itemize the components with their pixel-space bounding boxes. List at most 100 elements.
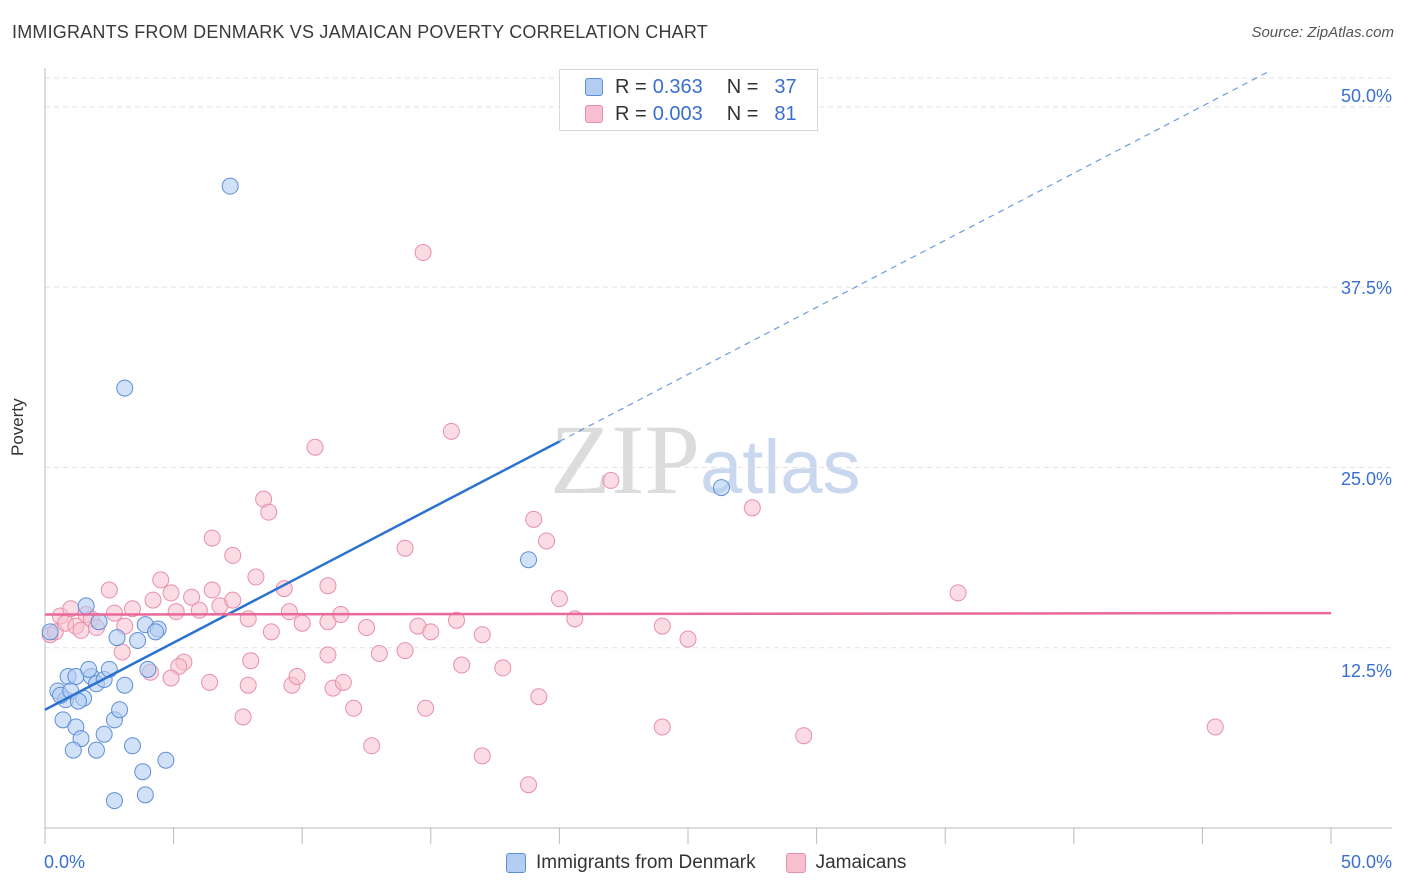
legend-label-denmark: Immigrants from Denmark — [536, 852, 756, 873]
stats-legend: R = 0.363 N = 37 R = 0.003 N = 81 — [559, 69, 818, 131]
jamaicans-point — [453, 656, 471, 674]
jamaicans-point — [167, 603, 185, 621]
watermark: ZIPatlas — [550, 402, 861, 517]
jamaicans-point — [422, 623, 440, 641]
y-tick-25: 25.0% — [1340, 469, 1392, 489]
x-tick-end: 50.0% — [1340, 852, 1392, 872]
legend-label-jamaicans: Jamaicans — [815, 852, 907, 873]
jamaicans-point — [239, 676, 257, 694]
r-value: 0.003 — [652, 102, 703, 125]
n-label: N = — [726, 75, 759, 98]
jamaicans-point — [234, 708, 252, 726]
chart-title: IMMIGRANTS FROM DENMARK VS JAMAICAN POVE… — [12, 22, 708, 42]
denmark-point — [134, 763, 152, 781]
trend-lines — [44, 72, 1332, 711]
y-tick-12-5: 12.5% — [1340, 661, 1392, 681]
jamaicans-point — [473, 626, 491, 644]
jamaicans-point — [162, 669, 180, 687]
jamaicans-point — [370, 644, 388, 662]
r-label: R = — [615, 75, 647, 98]
jamaicans-point — [538, 532, 556, 550]
jamaicans-point — [530, 688, 548, 706]
r-label: R = — [615, 102, 647, 125]
jamaicans-point — [190, 601, 208, 619]
denmark-point — [147, 623, 165, 641]
legend-item-denmark: Immigrants from Denmark — [506, 852, 756, 874]
jamaicans-point — [203, 581, 221, 599]
jamaicans-point — [247, 568, 265, 586]
jamaicans-point — [183, 588, 201, 606]
jamaicans-point — [260, 503, 278, 521]
jamaicans-point — [743, 499, 761, 517]
y-tick-37-5: 37.5% — [1340, 278, 1392, 298]
series-legend: Immigrants from Denmark Jamaicans — [506, 852, 936, 874]
y-axis-label: Poverty — [8, 398, 27, 456]
x-tick-start: 0.0% — [44, 852, 86, 872]
denmark-point — [95, 725, 113, 743]
jamaicans-point — [525, 510, 543, 528]
jamaicans-point — [679, 630, 697, 648]
jamaicans-point — [345, 699, 363, 717]
n-value: 81 — [774, 102, 797, 125]
jamaicans-trend-line — [44, 611, 1332, 616]
jamaicans-point — [100, 581, 118, 599]
jamaicans-point — [448, 611, 466, 629]
jamaicans-points — [41, 244, 1224, 794]
denmark-point — [105, 792, 123, 810]
jamaicans-point — [306, 438, 324, 456]
denmark-point — [136, 786, 154, 804]
jamaicans-point — [334, 673, 352, 691]
y-tick-50: 50.0% — [1340, 86, 1392, 106]
jamaicans-point — [414, 244, 432, 262]
jamaicans-point — [795, 727, 813, 745]
denmark-point — [139, 660, 157, 678]
jamaicans-point — [653, 718, 671, 736]
jamaicans-point — [203, 529, 221, 547]
denmark-point — [64, 741, 82, 759]
jamaicans-point — [293, 614, 311, 632]
jamaicans-legend-swatch — [785, 853, 806, 873]
denmark-point — [77, 597, 95, 615]
jamaicans-point — [358, 619, 375, 637]
jamaicans-point — [520, 776, 538, 794]
gridlines — [45, 77, 1392, 649]
denmark-point — [41, 623, 59, 641]
jamaicans-point — [653, 617, 671, 635]
legend-item-jamaicans: Jamaicans — [785, 852, 907, 874]
jamaicans-point — [288, 668, 306, 686]
jamaicans-point — [319, 646, 337, 664]
jamaicans-point — [550, 590, 568, 608]
jamaicans-swatch — [585, 105, 603, 123]
jamaicans-point — [602, 471, 620, 489]
n-value: 37 — [774, 75, 797, 98]
jamaicans-point — [242, 652, 260, 670]
jamaicans-point — [201, 673, 219, 691]
denmark-point — [80, 660, 98, 678]
n-label: N = — [726, 102, 759, 125]
denmark-swatch — [585, 78, 603, 96]
jamaicans-point — [494, 659, 512, 677]
jamaicans-point — [319, 577, 337, 595]
source-credit: Source: ZipAtlas.com — [1251, 24, 1394, 41]
denmark-point — [54, 711, 72, 729]
denmark-point — [157, 751, 175, 769]
jamaicans-point — [396, 539, 414, 557]
jamaicans-point — [473, 747, 491, 765]
stats-row-jamaicans: R = 0.003 N = 81 — [585, 103, 797, 125]
jamaicans-point — [280, 603, 298, 621]
denmark-point — [221, 177, 239, 195]
denmark-point — [87, 741, 105, 759]
jamaicans-point — [1206, 718, 1224, 736]
axes — [44, 68, 1392, 844]
denmark-point — [712, 479, 730, 497]
denmark-point — [108, 629, 126, 647]
jamaicans-point — [949, 584, 967, 602]
jamaicans-point — [224, 591, 242, 609]
denmark-legend-swatch — [506, 853, 526, 873]
jamaicans-point — [105, 604, 123, 622]
jamaicans-point — [123, 600, 141, 618]
jamaicans-point — [152, 571, 170, 589]
denmark-point — [116, 676, 134, 694]
denmark-point — [520, 551, 538, 569]
